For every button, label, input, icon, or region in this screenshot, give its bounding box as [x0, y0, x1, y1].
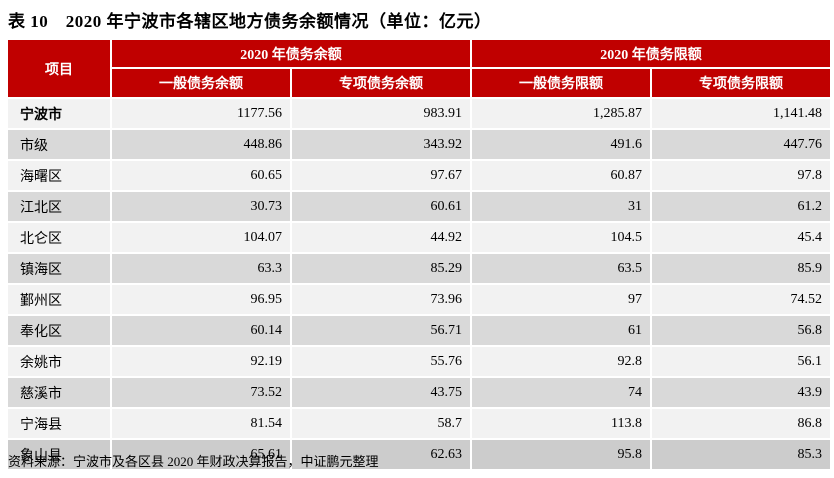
value-cell: 86.8	[652, 409, 830, 438]
header-cell-special-limit: 专项债务限额	[652, 69, 830, 97]
row-label: 北仑区	[8, 223, 110, 252]
row-label: 江北区	[8, 192, 110, 221]
value-cell: 97.67	[292, 161, 470, 190]
value-cell: 92.19	[112, 347, 290, 376]
value-cell: 43.75	[292, 378, 470, 407]
row-label: 余姚市	[8, 347, 110, 376]
value-cell: 65.61	[112, 440, 290, 469]
value-cell: 74	[472, 378, 650, 407]
value-cell: 73.96	[292, 285, 470, 314]
value-cell: 1,285.87	[472, 99, 650, 128]
table-row: 奉化区 60.14 56.71 61 56.8	[8, 316, 830, 345]
value-cell: 448.86	[112, 130, 290, 159]
row-label: 市级	[8, 130, 110, 159]
row-label: 象山县	[8, 440, 110, 469]
value-cell: 31	[472, 192, 650, 221]
value-cell: 55.76	[292, 347, 470, 376]
value-cell: 104.07	[112, 223, 290, 252]
value-cell: 104.5	[472, 223, 650, 252]
header-cell-limit-group: 2020 年债务限额	[472, 40, 830, 67]
value-cell: 73.52	[112, 378, 290, 407]
header-cell-special-balance: 专项债务余额	[292, 69, 470, 97]
table-row: 江北区 30.73 60.61 31 61.2	[8, 192, 830, 221]
value-cell: 63.3	[112, 254, 290, 283]
value-cell: 1,141.48	[652, 99, 830, 128]
value-cell: 85.3	[652, 440, 830, 469]
table-body: 宁波市 1177.56 983.91 1,285.87 1,141.48 市级 448.86…	[8, 99, 830, 469]
value-cell: 43.9	[652, 378, 830, 407]
value-cell: 60.61	[292, 192, 470, 221]
value-cell: 491.6	[472, 130, 650, 159]
value-cell: 30.73	[112, 192, 290, 221]
header-cell-general-balance: 一般债务余额	[112, 69, 290, 97]
table-header: 项目 2020 年债务余额 2020 年债务限额 一般债务余额 专项债务余额 一…	[8, 40, 830, 97]
value-cell: 60.87	[472, 161, 650, 190]
table-row: 余姚市 92.19 55.76 92.8 56.1	[8, 347, 830, 376]
row-label: 海曙区	[8, 161, 110, 190]
row-label: 镇海区	[8, 254, 110, 283]
value-cell: 61	[472, 316, 650, 345]
value-cell: 1177.56	[112, 99, 290, 128]
value-cell: 56.1	[652, 347, 830, 376]
value-cell: 96.95	[112, 285, 290, 314]
value-cell: 62.63	[292, 440, 470, 469]
value-cell: 97	[472, 285, 650, 314]
row-label: 鄞州区	[8, 285, 110, 314]
value-cell: 45.4	[652, 223, 830, 252]
table-title: 表 10 2020 年宁波市各辖区地方债务余额情况（单位：亿元）	[8, 12, 492, 31]
value-cell: 74.52	[652, 285, 830, 314]
row-label: 慈溪市	[8, 378, 110, 407]
value-cell: 343.92	[292, 130, 470, 159]
value-cell: 81.54	[112, 409, 290, 438]
value-cell: 85.9	[652, 254, 830, 283]
header-cell-item: 项目	[8, 40, 110, 97]
value-cell: 113.8	[472, 409, 650, 438]
value-cell: 60.65	[112, 161, 290, 190]
source-note: 资料来源：宁波市及各区县 2020 年财政决算报告，中证鹏元整理	[8, 454, 379, 469]
value-cell: 447.76	[652, 130, 830, 159]
table-row: 宁海县 81.54 58.7 113.8 86.8	[8, 409, 830, 438]
table-row: 宁波市 1177.56 983.91 1,285.87 1,141.48	[8, 99, 830, 128]
header-cell-balance-group: 2020 年债务余额	[112, 40, 470, 67]
row-label: 宁波市	[8, 99, 110, 128]
table-row: 市级 448.86 343.92 491.6 447.76	[8, 130, 830, 159]
table-row: 慈溪市 73.52 43.75 74 43.9	[8, 378, 830, 407]
value-cell: 983.91	[292, 99, 470, 128]
value-cell: 97.8	[652, 161, 830, 190]
value-cell: 85.29	[292, 254, 470, 283]
row-label: 奉化区	[8, 316, 110, 345]
table-row: 海曙区 60.65 97.67 60.87 97.8	[8, 161, 830, 190]
header-cell-general-limit: 一般债务限额	[472, 69, 650, 97]
value-cell: 95.8	[472, 440, 650, 469]
table-row: 鄞州区 96.95 73.96 97 74.52	[8, 285, 830, 314]
table-row: 象山县 65.61 62.63 95.8 85.3	[8, 440, 830, 469]
value-cell: 92.8	[472, 347, 650, 376]
value-cell: 56.71	[292, 316, 470, 345]
table-row: 镇海区 63.3 85.29 63.5 85.9	[8, 254, 830, 283]
table-row: 北仑区 104.07 44.92 104.5 45.4	[8, 223, 830, 252]
value-cell: 60.14	[112, 316, 290, 345]
value-cell: 61.2	[652, 192, 830, 221]
row-label: 宁海县	[8, 409, 110, 438]
value-cell: 56.8	[652, 316, 830, 345]
value-cell: 58.7	[292, 409, 470, 438]
debt-table: 项目 2020 年债务余额 2020 年债务限额 一般债务余额 专项债务余额 一…	[6, 38, 832, 471]
value-cell: 44.92	[292, 223, 470, 252]
value-cell: 63.5	[472, 254, 650, 283]
